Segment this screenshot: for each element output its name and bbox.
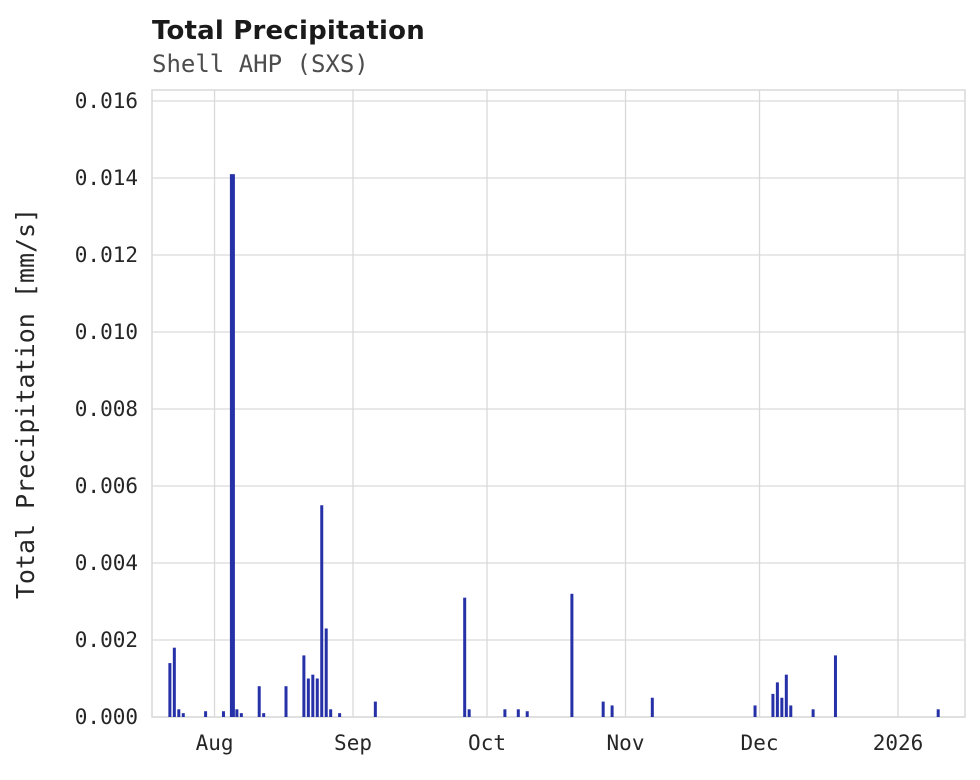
x-tick-label: Nov [607,731,645,755]
precipitation-bar [284,686,288,717]
precipitation-bar [753,705,757,717]
precipitation-bar [172,647,176,717]
precipitation-bar [503,709,507,717]
precipitation-bar [239,713,243,717]
precipitation-bar [516,709,520,717]
y-tick-label: 0.006 [75,474,138,498]
precipitation-bar [181,713,185,717]
precipitation-bar [315,678,319,717]
precipitation-bar [780,697,784,717]
precipitation-bar [771,693,775,717]
precipitation-bar [257,686,261,717]
plot-border [151,89,966,718]
precipitation-plot: 0.000 0.002 0.004 0.006 0.008 0.010 0.012 0.014… [11,89,966,755]
x-tick-label: Aug [196,731,234,755]
y-tick-label: 0.012 [75,243,138,267]
precipitation-bar [221,711,225,717]
x-tick-label: Sep [334,731,372,755]
x-tick-label: Dec [741,731,779,755]
precipitation-bar [168,663,172,717]
precipitation-bar [302,655,306,717]
precipitation-bar [601,701,605,717]
precipitation-bar [784,674,788,717]
y-tick-label: 0.010 [75,320,138,344]
precipitation-bar [525,711,529,717]
precipitation-bar [329,709,333,717]
precipitation-bar [373,701,377,717]
y-tick-label: 0.014 [75,166,138,190]
precipitation-bar [177,709,181,717]
precipitation-bar [229,174,235,717]
x-tick-label: Oct [468,731,506,755]
precipitation-bar [775,682,779,717]
precipitation-bar [338,713,342,717]
precipitation-bar [936,709,940,717]
precipitation-bar [610,705,614,717]
precipitation-bar [789,705,793,717]
x-tick-label: 2026 [873,731,924,755]
precipitation-bar [204,711,208,717]
y-tick-label: 0.004 [75,551,138,575]
precipitation-bar [570,593,574,717]
precipitation-bar [320,505,324,717]
precipitation-bar [306,678,310,717]
precipitation-bar [833,655,837,717]
y-tick-label: 0.000 [75,705,138,729]
precipitation-bar [467,709,471,717]
precipitation-bar [311,674,315,717]
y-tick-label: 0.002 [75,628,138,652]
precipitation-bar [650,697,654,717]
y-tick-label: 0.008 [75,397,138,421]
y-tick-label: 0.016 [75,89,138,113]
chart-subtitle: Shell AHP (SXS) [152,50,369,78]
precipitation-bar [235,709,239,717]
precipitation-bar [262,713,266,717]
precipitation-bar [811,709,815,717]
precipitation-bar [463,597,467,717]
precipitation-bar [324,628,328,717]
chart-title: Total Precipitation [152,16,425,46]
y-axis-label: Total Precipitation [mm/s] [11,208,40,599]
